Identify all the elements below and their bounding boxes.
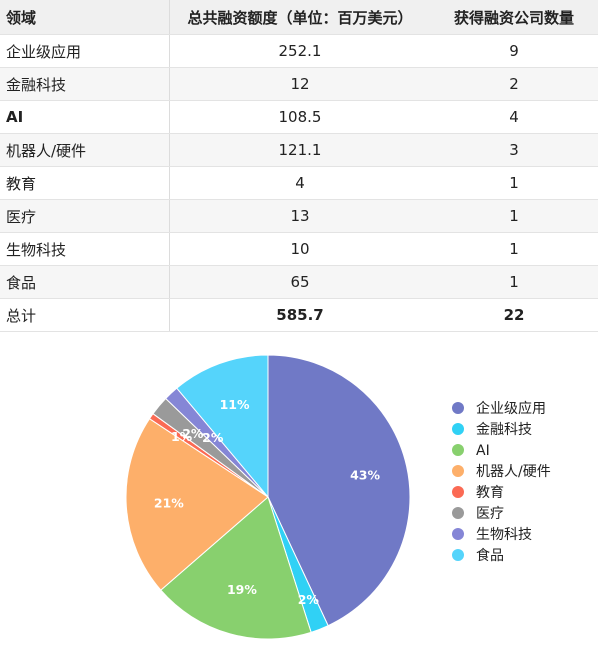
cell-count: 9 [430, 34, 598, 68]
table-row: 教育 4 1 [0, 166, 598, 200]
cell-amount: 10 [169, 232, 430, 266]
pie-slice-label: 21% [154, 496, 184, 511]
cell-field: 机器人/硬件 [0, 133, 170, 167]
table-row: AI 108.5 4 [0, 100, 598, 134]
cell-total-label: 总计 [0, 298, 170, 332]
cell-amount: 65 [169, 265, 430, 299]
pie-slice-labels: 43%2%19%21%1%2%2%11% [154, 397, 381, 607]
pie-slice-label: 2% [182, 426, 204, 441]
legend-swatch [452, 465, 464, 477]
funding-table: 领域 总共融资额度（单位：百万美元） 获得融资公司数量 企业级应用 252.1 … [0, 0, 598, 332]
table-total-row: 总计 585.7 22 [0, 298, 598, 332]
pie-slice-label: 2% [202, 430, 224, 445]
legend-item: 食品 [452, 547, 504, 564]
table-row: 机器人/硬件 121.1 3 [0, 133, 598, 167]
pie-slice-label: 43% [350, 467, 380, 482]
cell-field: 食品 [0, 265, 170, 299]
legend-label: 医疗 [476, 506, 504, 522]
legend-item: 教育 [452, 485, 504, 501]
legend-item: 医疗 [452, 506, 504, 522]
pie-slice-label: 11% [220, 397, 250, 412]
pie-slices [125, 354, 411, 640]
cell-field: 金融科技 [0, 67, 170, 101]
cell-amount: 12 [169, 67, 430, 101]
pie-slice-label: 19% [227, 582, 257, 597]
table-row: 医疗 13 1 [0, 199, 598, 233]
cell-count: 1 [430, 265, 598, 299]
legend-label: AI [476, 443, 490, 459]
legend-label: 教育 [476, 485, 504, 501]
cell-count: 1 [430, 232, 598, 266]
cell-amount: 252.1 [169, 34, 430, 68]
legend-item: 机器人/硬件 [452, 464, 551, 480]
cell-field: 教育 [0, 166, 170, 200]
legend-item: 生物科技 [452, 527, 532, 543]
pie-chart: 43%2%19%21%1%2%2%11% 企业级应用金融科技AI机器人/硬件教育… [125, 354, 551, 640]
cell-field: 生物科技 [0, 232, 170, 266]
header-amount: 总共融资额度（单位：百万美元） [169, 0, 430, 35]
table-row: 生物科技 10 1 [0, 232, 598, 266]
header-count: 获得融资公司数量 [430, 0, 598, 35]
cell-total-count: 22 [430, 298, 598, 332]
cell-total-amount: 585.7 [169, 298, 430, 332]
cell-amount: 13 [169, 199, 430, 233]
pie-slice-label: 2% [298, 592, 320, 607]
cell-count: 4 [430, 100, 598, 134]
legend-label: 金融科技 [476, 422, 532, 438]
legend-swatch [452, 423, 464, 435]
legend-swatch [452, 486, 464, 498]
pie-slice-8 [176, 354, 269, 499]
cell-amount: 121.1 [169, 133, 430, 167]
legend-label: 企业级应用 [476, 400, 546, 417]
legend-item: 金融科技 [452, 422, 532, 438]
cell-amount: 108.5 [169, 100, 430, 134]
legend-label: 机器人/硬件 [476, 464, 551, 480]
pie-slice-label: 1% [171, 429, 193, 444]
legend-swatch [452, 444, 464, 456]
legend-item: AI [452, 443, 490, 459]
cell-field: 企业级应用 [0, 34, 170, 68]
cell-count: 2 [430, 67, 598, 101]
legend-swatch [452, 528, 464, 540]
pie-slice-4 [125, 418, 269, 591]
table-row: 食品 65 1 [0, 265, 598, 299]
pie-slice-1 [267, 354, 411, 627]
legend-swatch [452, 549, 464, 561]
legend-swatch [452, 402, 464, 414]
cell-amount: 4 [169, 166, 430, 200]
cell-count: 3 [430, 133, 598, 167]
cell-count: 1 [430, 199, 598, 233]
table-row: 金融科技 12 2 [0, 67, 598, 101]
legend-item: 企业级应用 [452, 400, 546, 417]
legend-label: 食品 [476, 547, 504, 564]
pie-slice-3 [160, 496, 312, 640]
cell-field: AI [0, 100, 170, 134]
cell-field: 医疗 [0, 199, 170, 233]
legend-label: 生物科技 [476, 527, 532, 543]
header-field: 领域 [0, 0, 170, 35]
cell-count: 1 [430, 166, 598, 200]
table-row: 企业级应用 252.1 9 [0, 34, 598, 68]
table-header-row: 领域 总共融资额度（单位：百万美元） 获得融资公司数量 [0, 0, 598, 35]
legend-swatch [452, 507, 464, 519]
